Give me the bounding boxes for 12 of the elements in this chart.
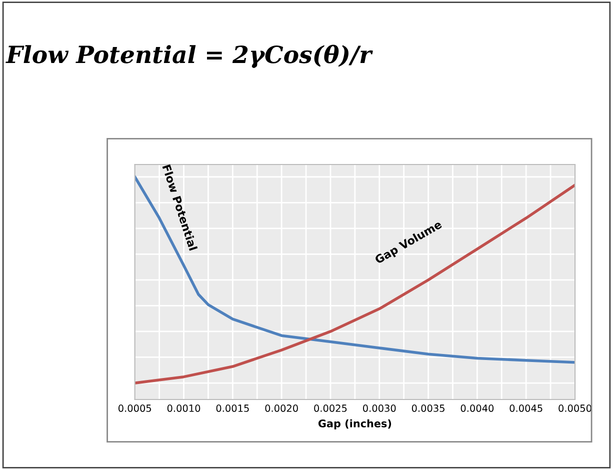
x-tick-label: 0.0015 — [216, 404, 249, 412]
x-tick-label: 0.0040 — [460, 404, 494, 412]
x-tick-label: 0.0005 — [118, 404, 152, 412]
x-tick-label: 0.0025 — [314, 404, 347, 412]
x-tick-label: 0.0010 — [167, 404, 200, 412]
x-axis-title: Gap (inches) — [318, 419, 392, 430]
chart-title: Flow Potential = 2γCos(θ)/r — [6, 44, 373, 68]
x-tick-label: 0.0050 — [558, 404, 592, 412]
x-tick-label: 0.0030 — [363, 404, 396, 412]
x-tick-label: 0.0045 — [510, 404, 542, 412]
x-tick-label: 0.0020 — [265, 404, 298, 412]
x-tick-label: 0.0035 — [412, 404, 444, 412]
